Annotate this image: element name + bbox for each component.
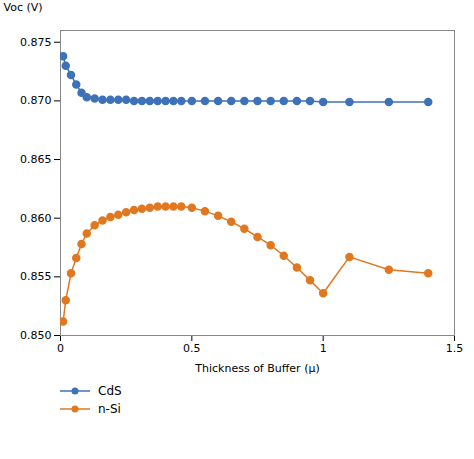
- svg-text:Thickness of Buffer (μ): Thickness of Buffer (μ): [194, 362, 319, 375]
- html-text:n-Si: n-Si: [98, 402, 121, 416]
- svg-text:0.5: 0.5: [183, 342, 201, 355]
- svg-text:0.855: 0.855: [20, 270, 52, 283]
- svg-text:0.865: 0.865: [20, 153, 52, 166]
- svg-text:0.850: 0.850: [20, 329, 52, 342]
- svg-text:1: 1: [320, 342, 327, 355]
- svg-text:0.870: 0.870: [20, 94, 52, 107]
- svg-text:0.875: 0.875: [20, 36, 52, 49]
- svg-text:Voc (V): Voc (V): [4, 1, 43, 14]
- html-text:CdS: CdS: [98, 384, 122, 398]
- svg-text:0: 0: [57, 342, 64, 355]
- svg-text:1.5: 1.5: [446, 342, 464, 355]
- svg-text:0.860: 0.860: [20, 212, 52, 225]
